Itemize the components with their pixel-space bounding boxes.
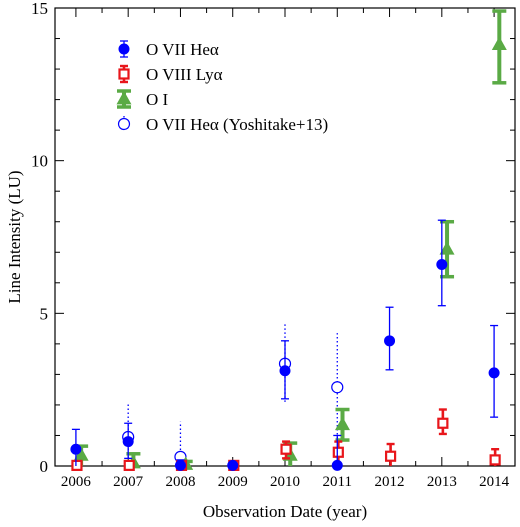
marker-filled-circle bbox=[331, 459, 343, 471]
data-point bbox=[331, 333, 344, 439]
x-tick-labels: 2006 2007 2008 2009 2010 2011 2012 2013 2014 bbox=[61, 474, 510, 490]
data-point bbox=[436, 219, 448, 307]
marker-open-square bbox=[332, 446, 344, 458]
legend-label: O VIII Lyα bbox=[146, 65, 223, 84]
marker-open-square bbox=[489, 454, 501, 466]
data-point bbox=[227, 459, 239, 471]
data-point bbox=[123, 459, 135, 471]
legend-item: O I bbox=[116, 89, 169, 109]
series-open-circle bbox=[122, 322, 344, 466]
marker-open-square bbox=[118, 68, 130, 80]
legend-item: O VII Heα (Yoshitake+13) bbox=[117, 115, 328, 134]
y-tick-label: 0 bbox=[40, 457, 49, 476]
x-tick-label: 2007 bbox=[113, 474, 144, 490]
data-point bbox=[280, 440, 292, 460]
marker-open-square bbox=[71, 459, 83, 471]
marker-open-square bbox=[384, 450, 397, 462]
legend: O VII Heα O VIII Lyα O I O VII Heα (Yoshita… bbox=[116, 40, 328, 134]
x-tick-label: 2009 bbox=[218, 474, 248, 490]
marker-filled-triangle bbox=[439, 241, 455, 255]
y-tick-labels: 0 5 10 15 bbox=[31, 0, 48, 476]
marker-filled-triangle bbox=[334, 416, 351, 431]
data-point bbox=[174, 459, 186, 471]
marker-open-square bbox=[437, 417, 449, 429]
data-point bbox=[279, 340, 291, 400]
marker-filled-circle bbox=[122, 436, 134, 448]
series-filled-circle bbox=[70, 219, 500, 471]
legend-label: O VII Heα bbox=[146, 40, 219, 59]
marker-filled-circle bbox=[118, 43, 130, 55]
data-point bbox=[71, 459, 83, 471]
data-point bbox=[331, 434, 343, 471]
marker-filled-circle bbox=[488, 367, 500, 379]
marker-open-circle bbox=[117, 117, 131, 131]
data-point bbox=[384, 306, 396, 371]
series-layer bbox=[70, 9, 507, 471]
data-point bbox=[437, 408, 449, 436]
marker-filled-triangle bbox=[116, 90, 132, 105]
legend-item: O VII Heα bbox=[118, 40, 219, 59]
marker-filled-circle bbox=[384, 335, 396, 347]
x-tick-label: 2010 bbox=[270, 474, 300, 490]
x-tick-label: 2006 bbox=[61, 474, 92, 490]
marker-filled-circle bbox=[174, 459, 186, 471]
x-tick-label: 2008 bbox=[165, 474, 195, 490]
marker-filled-triangle bbox=[491, 36, 507, 51]
data-point bbox=[384, 442, 397, 466]
x-axis-label: Observation Date (year) bbox=[203, 502, 367, 521]
legend-label: O VII Heα (Yoshitake+13) bbox=[146, 115, 328, 134]
marker-filled-circle bbox=[436, 258, 448, 270]
marker-filled-circle bbox=[227, 459, 239, 471]
x-tick-label: 2014 bbox=[479, 474, 510, 490]
marker-open-square bbox=[123, 459, 135, 471]
marker-filled-circle bbox=[279, 365, 291, 377]
marker-open-circle bbox=[331, 381, 344, 394]
marker-filled-circle bbox=[70, 443, 82, 455]
data-point bbox=[489, 448, 501, 466]
legend-item: O VIII Lyα bbox=[118, 64, 223, 84]
marker-open-square bbox=[280, 443, 292, 455]
y-tick-label: 15 bbox=[31, 0, 48, 18]
y-tick-label: 10 bbox=[31, 152, 48, 171]
data-point bbox=[122, 422, 134, 460]
legend-label: O I bbox=[146, 90, 169, 109]
x-tick-label: 2011 bbox=[323, 474, 352, 490]
data-point bbox=[70, 428, 82, 466]
x-tick-label: 2013 bbox=[427, 474, 457, 490]
data-point bbox=[491, 9, 507, 85]
x-tick-label: 2012 bbox=[375, 474, 405, 490]
data-point bbox=[334, 407, 351, 442]
data-point bbox=[488, 324, 500, 418]
y-tick-label: 5 bbox=[40, 304, 49, 323]
y-axis-label: Line Intensity (LU) bbox=[5, 170, 24, 303]
